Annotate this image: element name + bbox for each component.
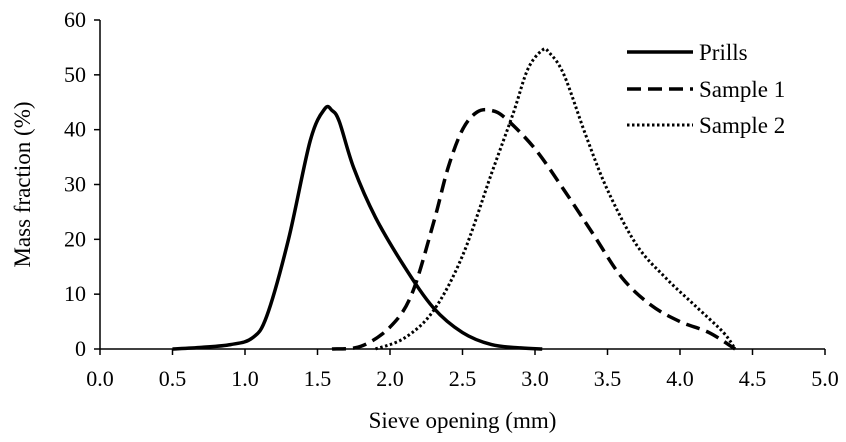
x-axis-title: Sieve opening (mm) (369, 408, 557, 433)
x-tick-label: 3.5 (594, 366, 622, 391)
legend-label-prills: Prills (699, 40, 748, 65)
y-tick-label: 60 (64, 7, 86, 32)
y-tick-label: 50 (64, 62, 86, 87)
y-tick-label: 0 (75, 336, 86, 361)
y-tick-label: 20 (64, 226, 86, 251)
x-tick-label: 1.5 (304, 366, 332, 391)
y-axis-title: Mass fraction (%) (10, 101, 35, 267)
x-tick-label: 3.0 (521, 366, 549, 391)
y-tick-label: 10 (64, 281, 86, 306)
x-tick-label: 2.0 (376, 366, 404, 391)
y-tick-label: 40 (64, 117, 86, 142)
y-tick-label: 30 (64, 172, 86, 197)
x-tick-label: 0.0 (86, 366, 114, 391)
series-line-prills (172, 104, 543, 351)
legend-label-sample-2: Sample 2 (699, 113, 785, 138)
x-tick-label: 2.5 (449, 366, 477, 391)
x-tick-label: 4.0 (666, 366, 694, 391)
x-tick-label: 5.0 (811, 366, 839, 391)
x-tick-label: 4.5 (739, 366, 767, 391)
x-tick-label: 1.0 (231, 366, 259, 391)
x-tick-label: 0.5 (159, 366, 187, 391)
series-line-sample-1 (331, 107, 737, 351)
legend-label-sample-1: Sample 1 (699, 77, 785, 102)
